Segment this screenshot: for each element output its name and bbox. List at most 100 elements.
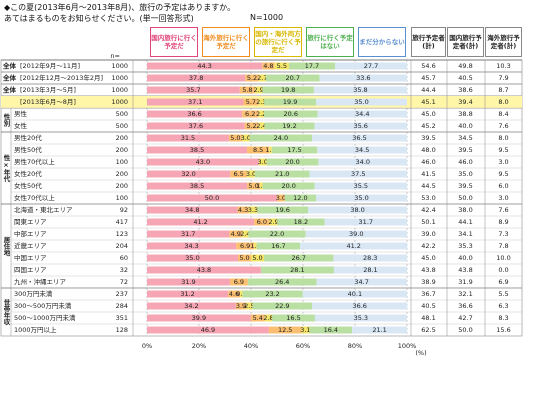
row-label: 1000万円以上 [14, 325, 57, 334]
total-value: 44.5 [421, 182, 435, 190]
row-label: [2013年3月～5月] [20, 85, 76, 94]
n-value: 200 [116, 146, 128, 154]
value-label: 35.6 [353, 122, 367, 130]
column-header: 国内旅行予定者(計) [447, 27, 484, 57]
value-label: 5.8 [242, 86, 252, 94]
value-label: 43.8 [197, 266, 211, 274]
bar-segment [242, 290, 303, 298]
value-label: 37.5 [351, 170, 365, 178]
bar-segment [260, 266, 334, 274]
row-group-label: 全体 [2, 85, 17, 94]
bar-segment [147, 194, 277, 202]
value-label: 1.0 [265, 146, 275, 154]
total-value: 48.1 [421, 314, 435, 322]
bar-segment [245, 74, 259, 82]
n-value: 351 [116, 314, 128, 322]
row-label: [2013年6月～8月] [20, 97, 76, 106]
value-label: 22.0 [270, 230, 284, 238]
n-value: 128 [116, 326, 128, 334]
bar-segment [262, 86, 314, 94]
value-label: 27.7 [364, 62, 378, 70]
bar-segment [266, 158, 319, 166]
bar-segment [147, 278, 230, 286]
bar-segment [271, 146, 318, 154]
bar-segment [247, 146, 270, 154]
bar-segment [264, 314, 273, 322]
value-label: 35.3 [354, 314, 368, 322]
bar-segment [254, 242, 257, 250]
total-value: 49.8 [458, 62, 472, 70]
bar-segment [228, 290, 241, 298]
total-value: 50.1 [421, 218, 435, 226]
value-label: 37.1 [188, 98, 202, 106]
total-value: 36.6 [458, 302, 472, 310]
bar-segment [239, 86, 255, 94]
value-label: 41.2 [346, 242, 360, 250]
value-label: 5.0 [252, 254, 262, 262]
bar-segment [269, 218, 278, 226]
n-value: 500 [116, 122, 128, 130]
legend-item: 国内旅行に行く予定だ [150, 27, 198, 57]
bar-segment [147, 254, 238, 262]
row-group-label: 性×年代 [2, 153, 11, 183]
total-value: 50.0 [458, 326, 472, 334]
bar-segment [262, 62, 275, 70]
value-label: 4.6 [229, 290, 239, 298]
row-label: 中部エリア [14, 229, 47, 238]
value-label: 5.5 [277, 62, 287, 70]
total-value: 48.0 [421, 146, 435, 154]
bar-segment [244, 122, 259, 130]
value-label: 4.9 [231, 230, 241, 238]
bar-segment [230, 170, 248, 178]
bar-segment [247, 170, 255, 178]
bar-segment [147, 158, 259, 166]
value-label: 41.2 [193, 218, 207, 226]
total-value: 39.5 [421, 134, 435, 142]
value-label: 35.0 [354, 98, 368, 106]
total-value: 41.5 [421, 170, 435, 178]
bar-segment [147, 206, 238, 214]
bar-segment [147, 110, 243, 118]
value-label: 35.7 [186, 86, 200, 94]
value-label: 17.5 [287, 146, 301, 154]
total-value: 6.9 [498, 278, 508, 286]
row-label: 四国エリア [14, 266, 47, 274]
row-label: 関東エリア [14, 217, 47, 226]
row-label: 近畿エリア [14, 241, 47, 250]
value-label: 20.0 [285, 158, 299, 166]
total-value: 44.4 [421, 86, 435, 94]
total-value: 44.1 [458, 218, 472, 226]
total-value: 35.0 [458, 170, 472, 178]
value-label: 35.5 [354, 182, 368, 190]
value-label: 36.6 [187, 110, 201, 118]
value-label: 16.7 [271, 242, 285, 250]
value-label: 2.4 [256, 122, 266, 130]
value-label: 3.1 [300, 326, 310, 334]
n-value: 417 [116, 218, 128, 226]
bar-segment [246, 302, 253, 310]
bar-segment [302, 290, 407, 298]
bar-segment [248, 230, 306, 238]
bar-segment [312, 302, 408, 310]
value-label: 31.9 [181, 278, 195, 286]
value-label: 5.4 [253, 314, 263, 322]
value-label: 37.6 [189, 122, 203, 130]
total-value: 7.6 [498, 206, 508, 214]
bar-segment [147, 230, 230, 238]
total-value: 36.7 [421, 290, 435, 298]
bar-segment [352, 326, 407, 334]
row-label: 男性50代 [14, 145, 42, 154]
x-unit: (%) [415, 349, 426, 357]
bar-segment [147, 314, 251, 322]
total-value: 50.0 [458, 194, 472, 202]
total-value: 35.3 [458, 242, 472, 250]
total-value: 15.6 [496, 326, 510, 334]
value-label: 6.0 [257, 218, 267, 226]
bar-segment [258, 158, 267, 166]
row-label: 男性 [14, 109, 28, 118]
value-label: 6.9 [240, 242, 250, 250]
value-label: 35.8 [353, 86, 367, 94]
value-label: 31.7 [181, 230, 195, 238]
n-value: 32 [120, 266, 128, 274]
total-value: 54.6 [421, 62, 435, 70]
